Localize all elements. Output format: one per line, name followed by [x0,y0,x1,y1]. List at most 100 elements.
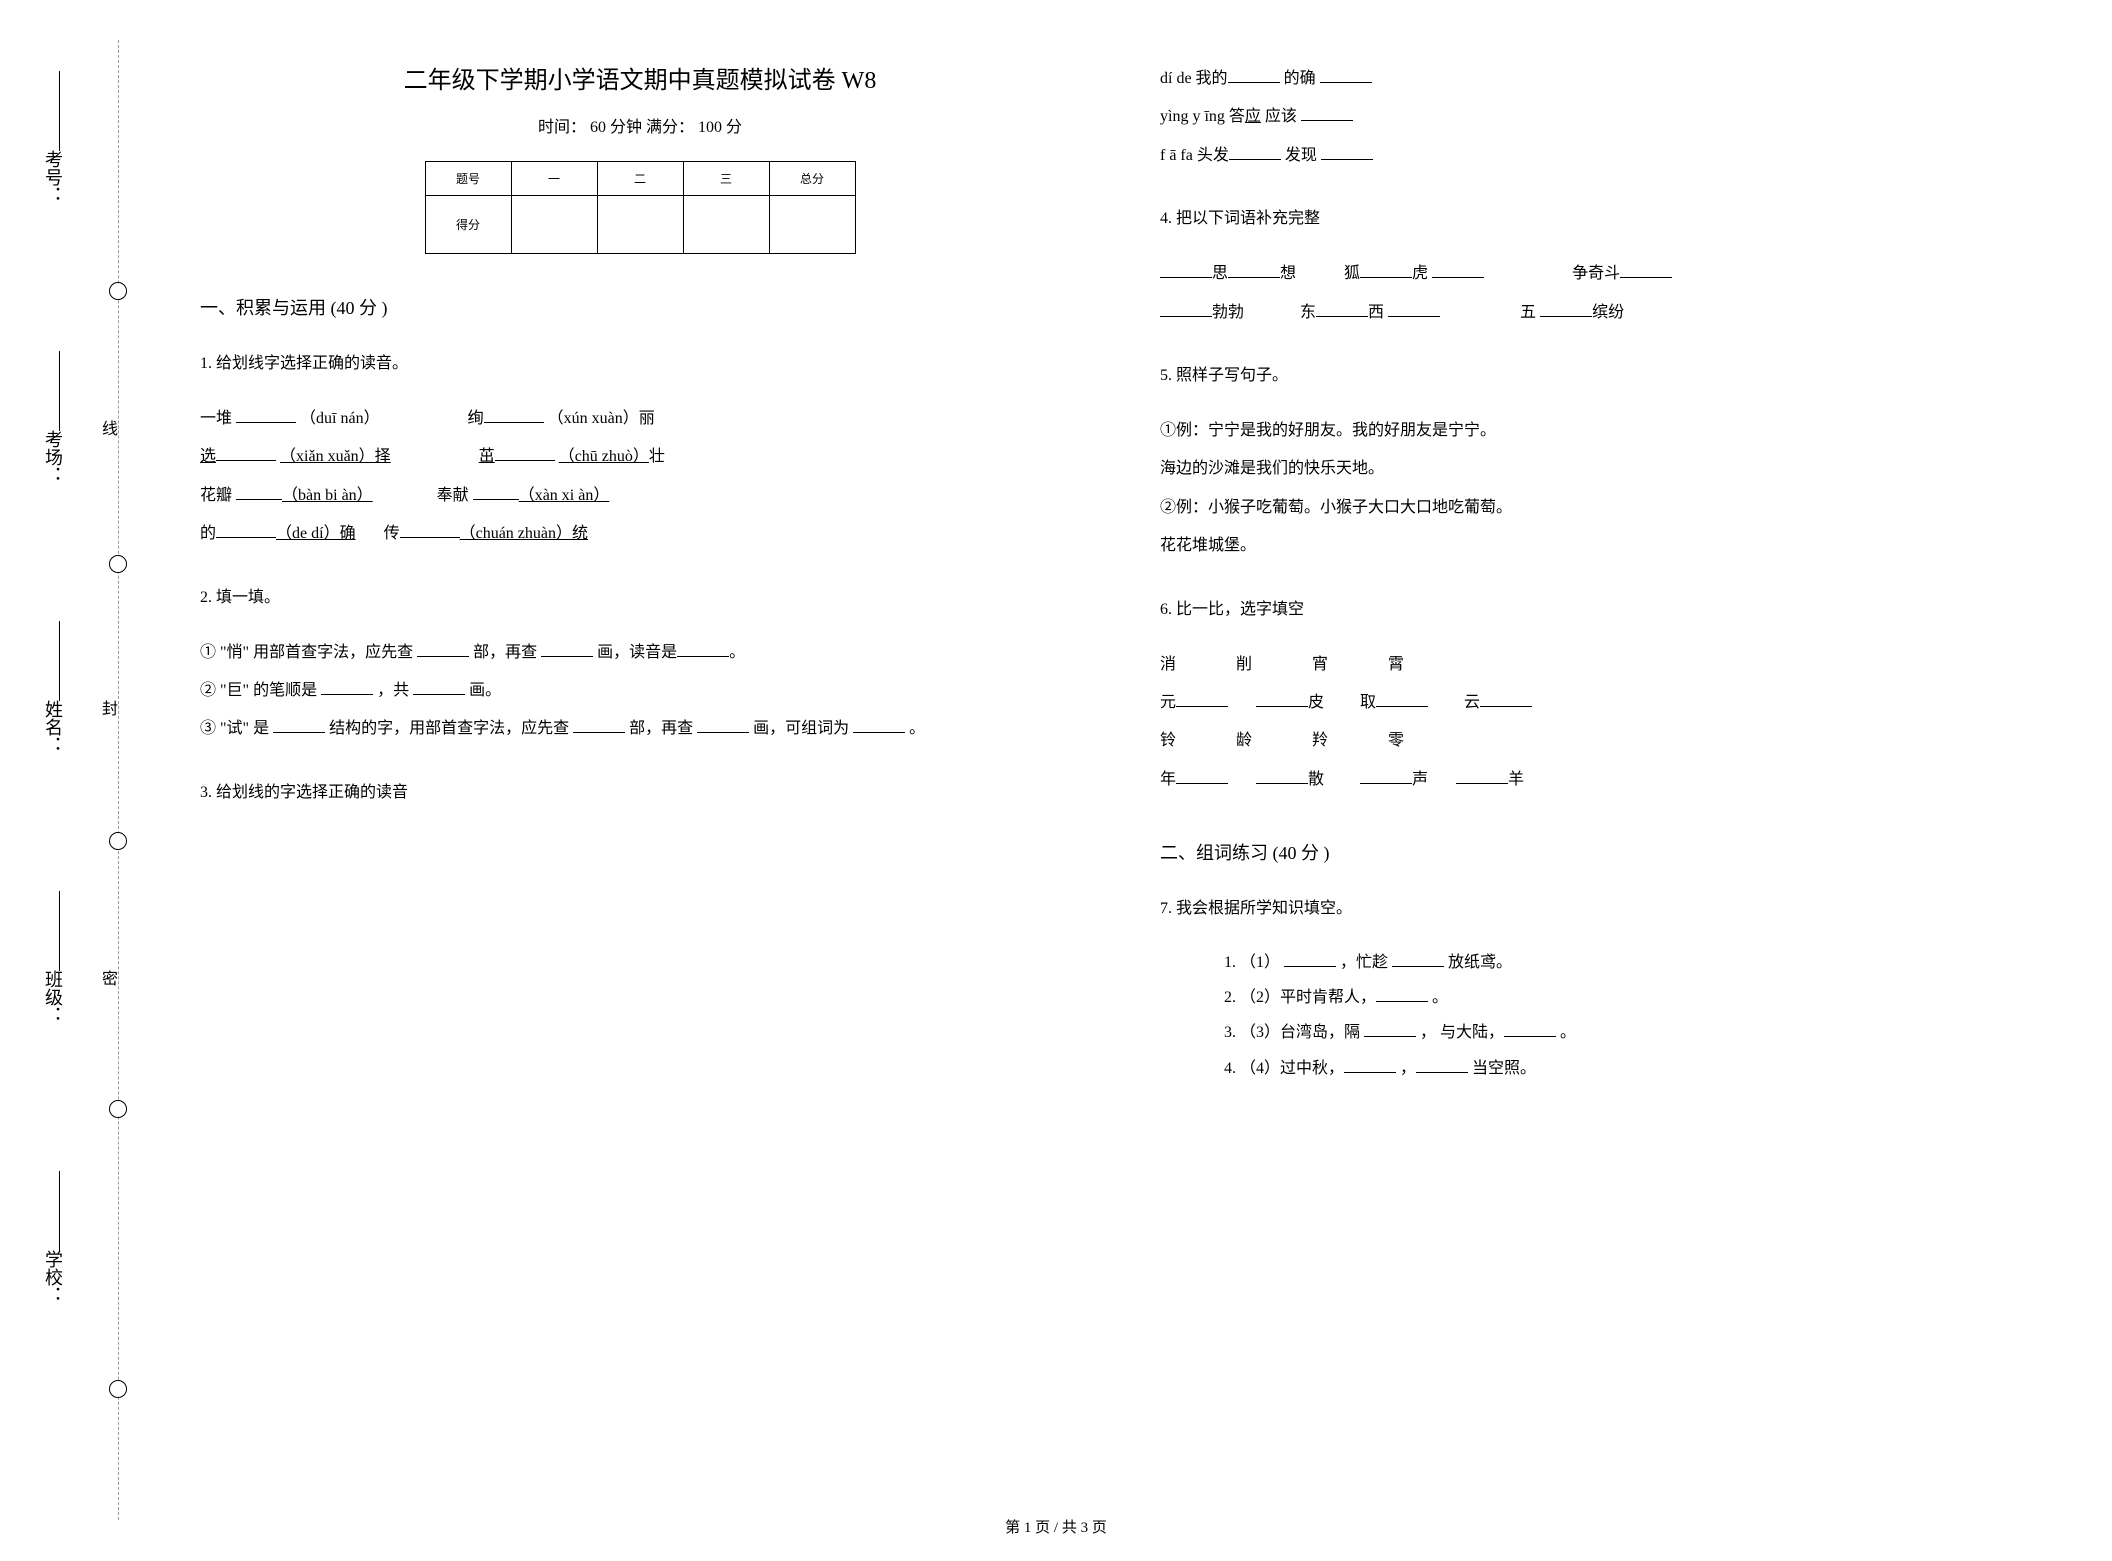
q5-l3: ②例：小猴子吃葡萄。小猴子大口大口地吃葡萄。 [1160,499,1512,516]
q6-r1-0: 消 [1160,656,1176,673]
blank [1321,144,1373,160]
blank [1480,691,1532,707]
section-2-heading: 二、组词练习 (40 分 ) [1160,839,2040,865]
q7-1b: ，忙趁 [1340,954,1392,971]
q2-1a: ① "悄" 用部首查字法，应先查 [200,644,417,661]
q6-r2-3: 云 [1464,694,1480,711]
blank [484,407,544,423]
q2-2a: ② "巨" 的笔顺是 [200,682,321,699]
q2-3b: 结构的字，用部首查字法，应先查 [329,720,573,737]
q5-body: ①例：宁宁是我的好朋友。我的好朋友是宁宁。 海边的沙滩是我们的快乐天地。 ②例：… [1160,412,2040,566]
blank [541,641,593,657]
q7-item-1: （1） ，忙趁 放纸鸢。 [1240,945,2040,980]
blank-line [59,1171,60,1251]
binding-circle [109,1380,127,1398]
q3-2u: 应 [1245,108,1261,125]
q4-1d: 虎 [1412,265,1432,282]
q4-2d: 五 [1520,304,1540,321]
q5-l1: ①例：宁宁是我的好朋友。我的好朋友是宁宁。 [1160,422,1496,439]
q4-1b: 想 [1280,265,1296,282]
blank [1256,768,1308,784]
label-room: 考场： [40,430,66,484]
blank [495,445,555,461]
q5-l2: 海边的沙滩是我们的快乐天地。 [1160,460,1384,477]
blank [1344,1057,1396,1073]
blank-line [59,621,60,701]
blank [1432,262,1484,278]
q6-r2-0: 元 [1160,694,1176,711]
fold-label-seal: 封 [95,700,119,724]
blank [853,717,905,733]
fold-dashed-line [118,40,119,1520]
q2-2c: 画。 [469,682,501,699]
q7-item-2: （2）平时肯帮人， 。 [1240,980,2040,1015]
q3-body: dí de 我的 的确 yìng y īng 答应 应该 f ā fa 头发 发… [1160,60,2040,175]
q2-1b: 部，再查 [473,644,541,661]
q7-3b: ， 与大陆， [1420,1024,1504,1041]
q6-r4-1: 散 [1308,771,1324,788]
right-column: dí de 我的 的确 yìng y īng 答应 应该 f ā fa 头发 发… [1120,60,2080,1500]
th-total: 总分 [769,162,855,196]
q3-1a: dí de 我的 [1160,70,1228,87]
blank [1228,67,1280,83]
label-school: 学校： [40,1250,66,1304]
q1-p5: （bàn bi àn） [282,487,373,504]
blank-line [59,71,60,151]
q4-title: 4. 把以下词语补充完整 [1160,203,2040,235]
binding-circle [109,1100,127,1118]
label-class: 班级： [40,970,66,1024]
page-content: 二年级下学期小学语文期中真题模拟试卷 W8 时间： 60 分钟 满分： 100 … [160,60,2080,1500]
blank [417,641,469,657]
blank [1160,301,1212,317]
q7-title: 7. 我会根据所学知识填空。 [1160,893,2040,925]
td-total [769,196,855,254]
q4-2a: 勃勃 [1212,304,1244,321]
blank [216,445,276,461]
blank [1388,301,1440,317]
label-examid: 考号： [40,150,66,204]
blank [1176,768,1228,784]
q1-body: 一堆 （duī nán） 绚 （xún xuàn）丽 选 （xiǎn xuǎn）… [200,400,1080,554]
q7-4b: ， [1400,1060,1416,1077]
blank [473,484,519,500]
q3-1b: 的确 [1284,70,1320,87]
q1-w4: 茁 [479,448,495,465]
q7-1c: 放纸鸢。 [1448,954,1512,971]
binding-circle [109,832,127,850]
q7-item-4: （4）过中秋， ， 当空照。 [1240,1051,2040,1086]
td-1 [511,196,597,254]
q6-title: 6. 比一比，选字填空 [1160,594,2040,626]
q3-3b: 发现 [1285,147,1321,164]
q1-p2: （xún xuàn） [548,410,639,427]
q4-2b: 东 [1300,304,1316,321]
th-3: 三 [683,162,769,196]
blank-line [59,351,60,431]
q7-4a: （4）过中秋， [1240,1060,1344,1077]
q7-2b: 。 [1432,989,1448,1006]
q3-3a: f ā fa 头发 [1160,147,1229,164]
q6-r4-2: 声 [1412,771,1428,788]
blank [1504,1021,1556,1037]
blank [1316,301,1368,317]
q7-3a: （3）台湾岛，隔 [1240,1024,1364,1041]
q2-1c: 画，读音是 [597,644,677,661]
blank [1284,951,1336,967]
q6-r2-1: 皮 [1308,694,1324,711]
blank [1392,951,1444,967]
td-2 [597,196,683,254]
q3-2b: 应该 [1265,108,1301,125]
q6-r4-0: 年 [1160,771,1176,788]
label-name: 姓名： [40,700,66,754]
q3-title: 3. 给划线的字选择正确的读音 [200,777,1080,809]
q1-w4s: 壮 [649,448,665,465]
blank [236,484,282,500]
q4-2e: 缤纷 [1592,304,1624,321]
page-footer: 第 1 页 / 共 3 页 [0,1516,2112,1537]
q2-1d: 。 [729,644,745,661]
q2-3a: ③ "试" 是 [200,720,273,737]
blank [400,522,460,538]
blank [1301,105,1353,121]
blank [1160,262,1212,278]
blank [1256,691,1308,707]
th-1: 一 [511,162,597,196]
